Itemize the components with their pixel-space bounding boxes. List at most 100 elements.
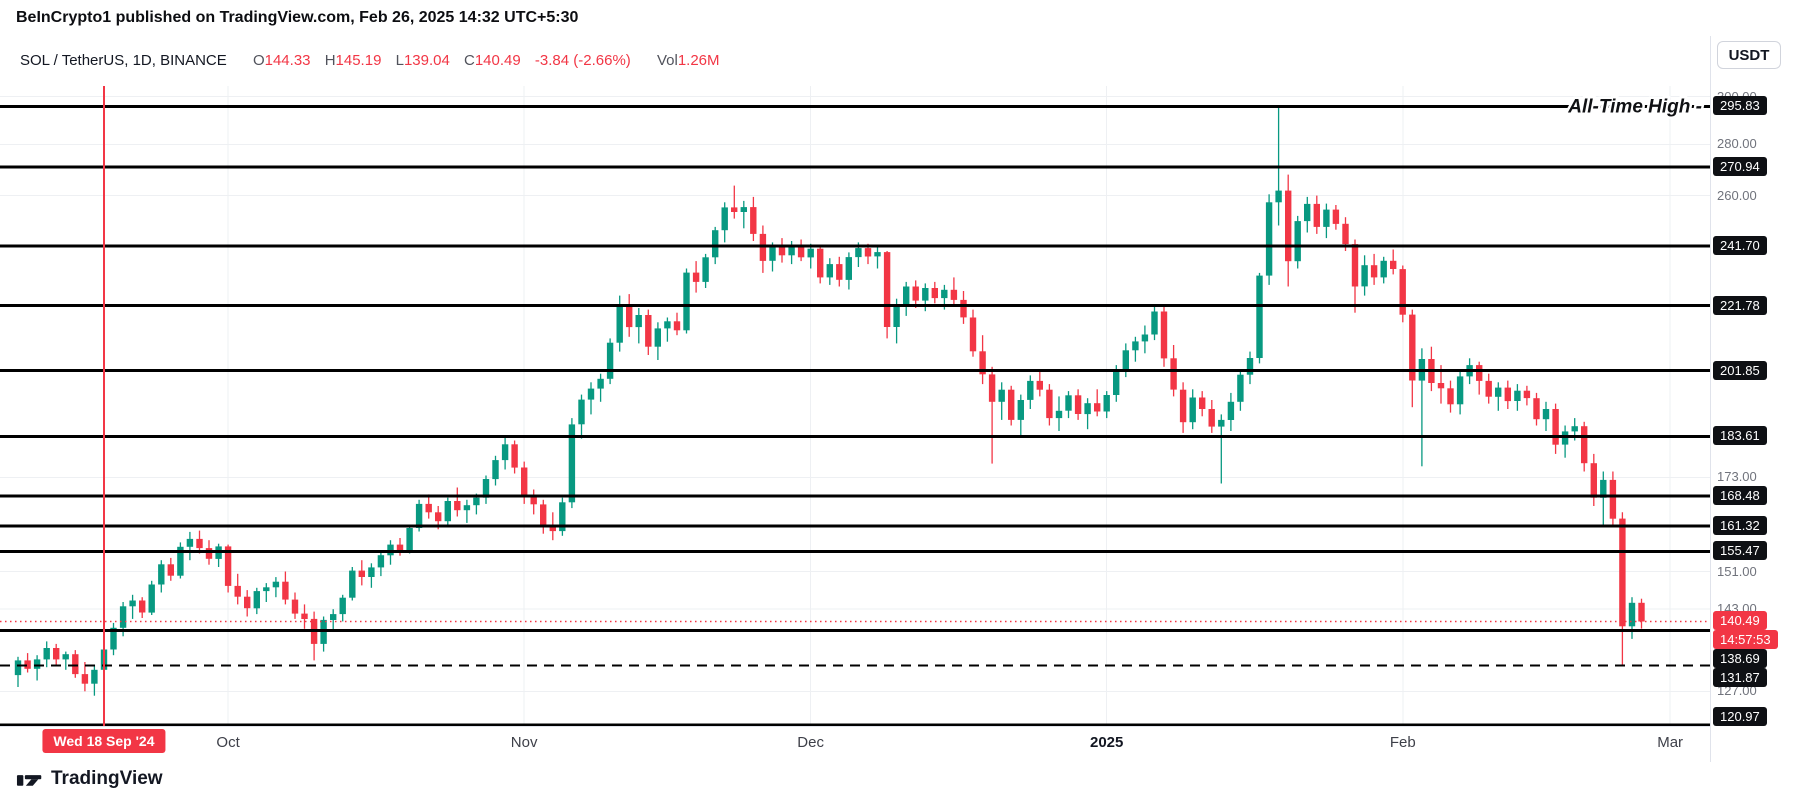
candle[interactable] (139, 597, 146, 618)
all-time-high-annotation[interactable]: All-Time High - (1565, 94, 1705, 120)
candle[interactable] (482, 475, 490, 504)
candle[interactable] (845, 252, 852, 290)
candle[interactable] (33, 655, 41, 681)
candle[interactable] (836, 256, 843, 287)
candle[interactable] (1428, 346, 1435, 392)
candle[interactable] (568, 418, 576, 509)
candle[interactable] (1237, 370, 1244, 411)
candle[interactable] (129, 594, 136, 619)
candle[interactable] (874, 246, 881, 269)
candle[interactable] (1390, 249, 1397, 275)
candle[interactable] (406, 525, 413, 554)
candle[interactable] (1456, 370, 1464, 415)
candle[interactable] (148, 580, 155, 615)
candle[interactable] (616, 295, 623, 352)
candle[interactable] (1561, 425, 1569, 458)
candle[interactable] (1036, 371, 1043, 397)
candle[interactable] (301, 604, 308, 629)
candle[interactable] (1065, 391, 1072, 419)
candle[interactable] (349, 567, 356, 601)
candle[interactable] (559, 497, 566, 536)
candle[interactable] (1160, 304, 1168, 367)
candle[interactable] (396, 538, 404, 556)
candle[interactable] (788, 241, 795, 265)
candle[interactable] (1179, 382, 1187, 433)
candle[interactable] (1514, 384, 1521, 411)
candle[interactable] (969, 309, 977, 357)
candle[interactable] (664, 317, 671, 342)
candle[interactable] (110, 622, 117, 656)
candle[interactable] (721, 202, 728, 243)
candle[interactable] (702, 253, 709, 288)
candle[interactable] (1189, 389, 1196, 430)
candle[interactable] (492, 455, 499, 486)
candle[interactable] (540, 499, 547, 534)
candle[interactable] (826, 258, 833, 285)
candle[interactable] (1304, 196, 1311, 233)
candle[interactable] (1638, 598, 1645, 629)
candle[interactable] (339, 594, 346, 622)
candle[interactable] (1504, 380, 1511, 409)
candle[interactable] (883, 251, 891, 339)
candle[interactable] (979, 335, 986, 385)
candle[interactable] (444, 497, 451, 525)
candle[interactable] (1609, 471, 1617, 526)
candle[interactable] (731, 185, 738, 219)
candle[interactable] (167, 557, 174, 581)
candle[interactable] (377, 551, 385, 577)
candle[interactable] (368, 563, 375, 588)
candle[interactable] (683, 268, 690, 334)
candle[interactable] (606, 338, 614, 385)
candle[interactable] (1485, 373, 1492, 404)
candle[interactable] (234, 573, 241, 605)
candle[interactable] (1141, 325, 1149, 354)
currency-toggle-button[interactable]: USDT (1717, 41, 1781, 69)
candle[interactable] (1027, 375, 1034, 409)
candle[interactable] (988, 366, 996, 464)
candle[interactable] (1495, 382, 1502, 411)
candle[interactable] (1103, 391, 1110, 419)
candle[interactable] (1418, 348, 1426, 467)
candle[interactable] (14, 656, 22, 687)
candle[interactable] (1323, 203, 1330, 239)
candle[interactable] (330, 609, 337, 632)
candle[interactable] (358, 560, 365, 586)
candle[interactable] (72, 650, 79, 678)
exchange-label[interactable]: BINANCE (160, 52, 227, 69)
candle[interactable] (912, 280, 919, 308)
candle[interactable] (158, 560, 165, 593)
candle[interactable] (1074, 389, 1082, 420)
candle[interactable] (950, 277, 958, 305)
candle[interactable] (244, 590, 251, 617)
candle[interactable] (43, 641, 50, 668)
candle[interactable] (1084, 398, 1091, 430)
candle[interactable] (1285, 174, 1292, 287)
candle[interactable] (1008, 385, 1015, 426)
candle[interactable] (1094, 389, 1101, 417)
candle[interactable] (454, 487, 461, 517)
candle[interactable] (186, 531, 194, 561)
candle[interactable] (1399, 265, 1406, 323)
candle[interactable] (1246, 351, 1254, 385)
candle[interactable] (62, 651, 69, 670)
candle[interactable] (263, 583, 270, 602)
candle[interactable] (196, 530, 203, 554)
symbol-name[interactable]: SOL / TetherUS (20, 52, 125, 69)
candle[interactable] (1017, 394, 1024, 437)
candle[interactable] (1046, 384, 1053, 426)
time-axis[interactable]: Oct Nov Dec 2025 Feb Mar Wed 18 Sep '24 (0, 727, 1710, 761)
interval-label[interactable]: 1D (132, 52, 152, 69)
candle[interactable] (903, 281, 910, 316)
candle[interactable] (177, 542, 184, 579)
candle[interactable] (1294, 215, 1301, 269)
candle[interactable] (1581, 421, 1588, 472)
candle[interactable] (1380, 256, 1387, 284)
candle[interactable] (253, 587, 260, 615)
candle[interactable] (587, 382, 595, 415)
candle[interactable] (1313, 195, 1320, 234)
candle[interactable] (1523, 385, 1531, 406)
candle[interactable] (1370, 253, 1378, 285)
candle[interactable] (1218, 414, 1225, 484)
candle[interactable] (310, 611, 318, 661)
candle[interactable] (1590, 453, 1597, 506)
